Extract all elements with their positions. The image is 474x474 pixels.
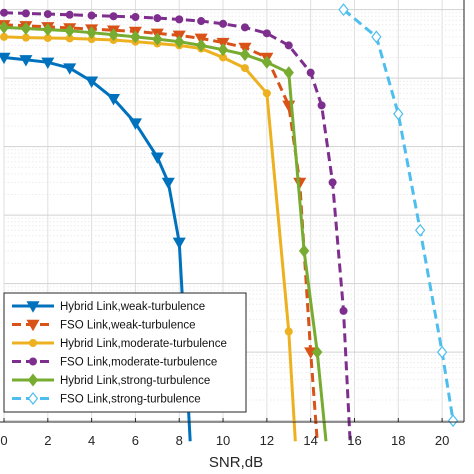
data-point-marker	[130, 30, 141, 44]
data-point-marker	[240, 23, 249, 32]
legend-label: Hybrid Link,moderate-turbulence	[60, 338, 227, 350]
series-4	[0, 8, 352, 442]
x-tick-label: 12	[260, 433, 274, 448]
data-point-marker	[128, 118, 142, 130]
data-point-marker	[262, 89, 271, 98]
data-point-marker	[161, 177, 175, 190]
data-point-marker	[42, 23, 53, 37]
data-point-marker	[106, 93, 121, 106]
data-point-marker	[0, 52, 11, 65]
data-point-marker	[109, 12, 118, 21]
data-point-marker	[393, 107, 404, 121]
data-point-marker	[63, 63, 77, 75]
data-point-marker	[175, 15, 184, 24]
data-point-marker	[152, 32, 163, 46]
data-point-marker	[43, 10, 52, 19]
data-point-marker	[21, 33, 30, 42]
legend-entry: FSO Link,moderate-turbulence	[12, 357, 217, 369]
x-tick-label: 10	[216, 433, 230, 448]
data-point-marker	[27, 392, 39, 405]
data-point-marker	[284, 327, 293, 336]
data-point-marker	[195, 38, 207, 52]
legend: Hybrid Link,weak-turbulence FSO Link,weak…	[3, 292, 247, 413]
legend-label: FSO Link,strong-turbulence	[60, 394, 201, 406]
legend-label: FSO Link,weak-turbulence	[60, 320, 196, 332]
data-point-marker	[20, 22, 32, 35]
legend-label: Hybrid Link,weak-turbulence	[60, 301, 205, 313]
data-point-marker	[172, 237, 186, 250]
x-tick-label: 4	[88, 433, 95, 448]
data-point-marker	[317, 101, 326, 110]
data-point-marker	[328, 178, 337, 187]
legend-label: FSO Link,moderate-turbulence	[60, 357, 217, 369]
series-6	[338, 3, 459, 428]
data-point-marker	[283, 66, 294, 80]
data-point-marker	[26, 319, 40, 332]
data-point-marker	[108, 28, 119, 42]
x-tick-label: 0	[0, 433, 7, 448]
data-point-marker	[131, 12, 140, 21]
series-5	[0, 20, 328, 442]
data-point-marker	[261, 55, 273, 69]
plot-series	[0, 3, 459, 442]
data-point-marker	[239, 48, 251, 62]
data-point-marker	[87, 11, 96, 20]
data-point-marker	[28, 338, 38, 348]
data-point-marker	[28, 357, 38, 366]
data-point-marker	[27, 373, 39, 387]
data-point-marker	[371, 30, 382, 44]
data-point-marker	[447, 414, 459, 428]
x-tick-label: 2	[44, 433, 51, 448]
data-point-marker	[86, 26, 97, 40]
data-point-marker	[21, 9, 30, 18]
legend-entry: FSO Link,weak-turbulence	[12, 320, 196, 332]
data-point-marker	[298, 244, 310, 258]
data-point-marker	[415, 223, 426, 237]
data-point-marker	[0, 32, 9, 41]
data-point-marker	[219, 19, 228, 28]
data-point-marker	[19, 55, 33, 67]
data-point-marker	[41, 57, 55, 70]
legend-box	[3, 292, 247, 413]
data-point-marker	[26, 301, 40, 313]
data-point-marker	[262, 29, 271, 38]
data-point-marker	[312, 345, 323, 359]
series-line	[342, 8, 455, 421]
x-tick-label: 18	[391, 433, 405, 448]
data-point-marker	[64, 24, 75, 38]
data-point-marker	[0, 8, 9, 17]
x-tick-label: 20	[435, 433, 449, 448]
data-point-marker	[65, 10, 74, 19]
data-point-marker	[0, 20, 10, 34]
x-tick-label: 8	[176, 433, 183, 448]
x-tick-label: 6	[132, 433, 139, 448]
data-point-marker	[150, 152, 164, 164]
x-axis-label: SNR,dB	[209, 454, 263, 471]
legend-label: Hybrid Link,strong-turbulence	[60, 375, 210, 387]
series-1	[0, 52, 193, 442]
legend-entry: FSO Link,strong-turbulence	[12, 392, 201, 406]
data-point-marker	[217, 43, 229, 57]
data-point-marker	[85, 76, 99, 88]
x-tick-label: 14	[303, 433, 317, 448]
data-point-marker	[238, 42, 252, 55]
data-point-marker	[197, 17, 206, 26]
data-point-marker	[436, 345, 448, 359]
x-axis-ticks: 0 2 4 6 8 10 12 14 16 18 20	[0, 418, 449, 448]
legend-entry: Hybrid Link,strong-turbulence	[12, 373, 210, 387]
data-point-marker	[284, 41, 293, 50]
legend-entry: Hybrid Link,moderate-turbulence	[12, 338, 227, 350]
data-point-marker	[240, 64, 249, 73]
legend-entry: Hybrid Link,weak-turbulence	[12, 301, 205, 313]
x-tick-label: 16	[347, 433, 361, 448]
data-point-marker	[174, 35, 185, 49]
data-point-marker	[339, 306, 348, 315]
data-point-marker	[153, 14, 162, 23]
data-point-marker	[338, 3, 349, 17]
data-point-marker	[306, 68, 315, 77]
